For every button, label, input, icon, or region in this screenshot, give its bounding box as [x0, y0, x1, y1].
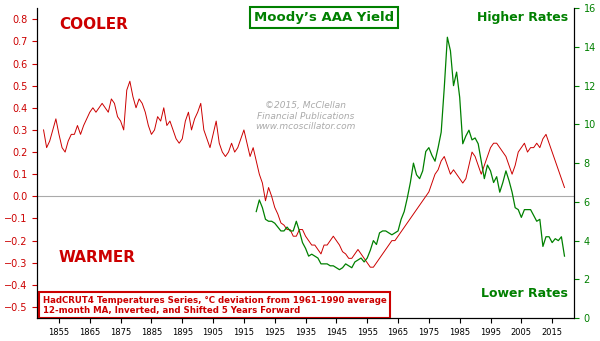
Text: WARMER: WARMER	[59, 250, 136, 265]
Text: Higher Rates: Higher Rates	[477, 11, 568, 24]
Text: Moody’s AAA Yield: Moody’s AAA Yield	[254, 11, 394, 24]
Text: ©2015, McClellan
Financial Publications
www.mcoscillator.com: ©2015, McClellan Financial Publications …	[256, 101, 356, 131]
Text: HadCRUT4 Temperatures Series, °C deviation from 1961-1990 average
12-month MA, I: HadCRUT4 Temperatures Series, °C deviati…	[43, 296, 386, 315]
Text: COOLER: COOLER	[59, 17, 128, 32]
Text: Lower Rates: Lower Rates	[481, 287, 568, 300]
